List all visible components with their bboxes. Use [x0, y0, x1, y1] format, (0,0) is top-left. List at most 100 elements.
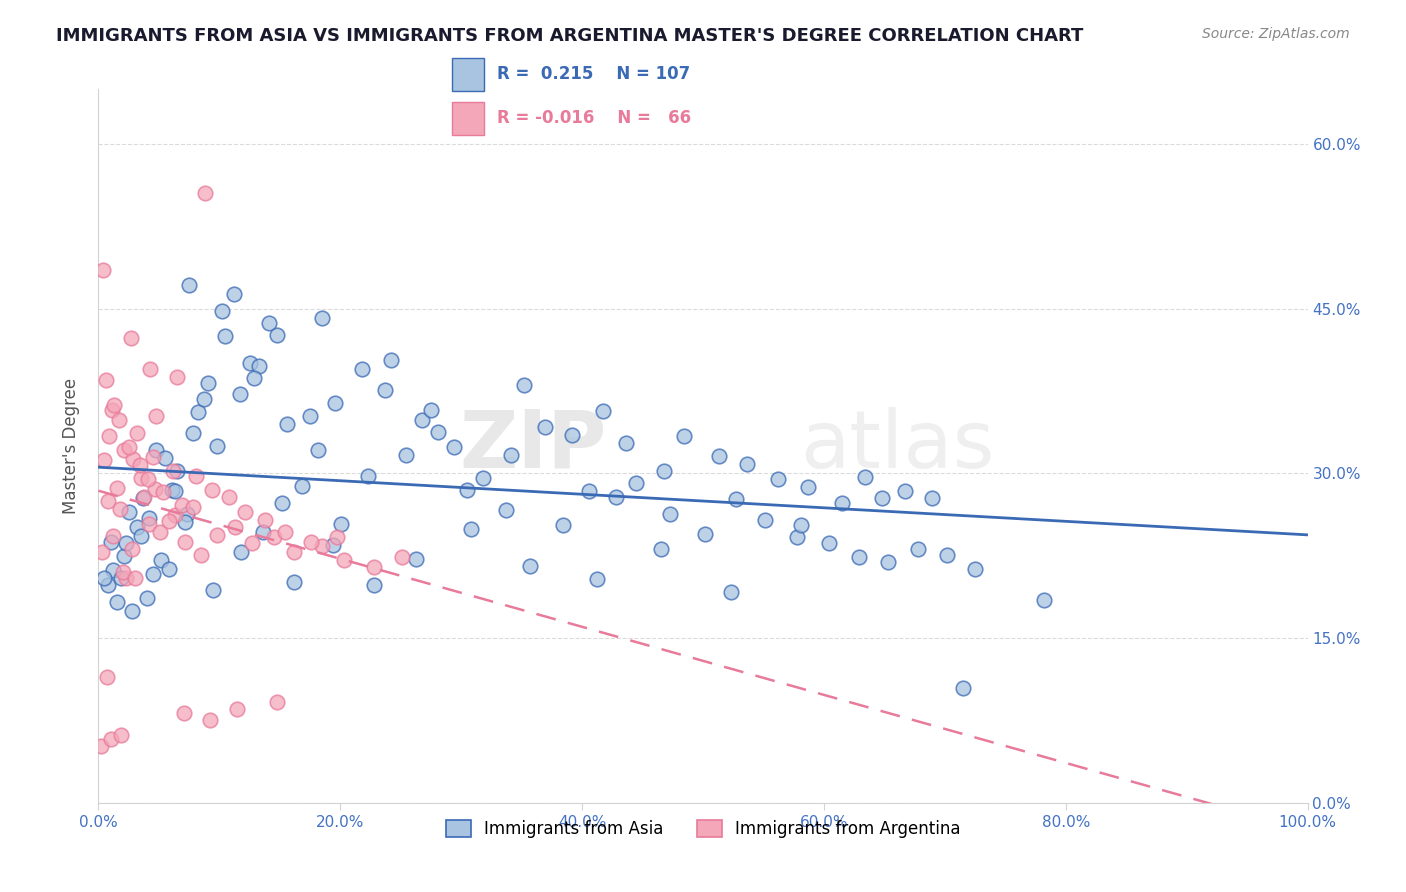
- Point: [311, 310, 333, 325]
- Point: [831, 496, 853, 510]
- Point: [100, 402, 122, 417]
- Point: [138, 511, 160, 525]
- Point: [136, 472, 159, 486]
- Point: [129, 529, 152, 543]
- Point: [848, 549, 870, 564]
- Legend: Immigrants from Asia, Immigrants from Argentina: Immigrants from Asia, Immigrants from Ar…: [439, 813, 967, 845]
- Point: [110, 571, 132, 585]
- Point: [350, 362, 373, 376]
- Point: [163, 508, 186, 523]
- Point: [952, 681, 974, 695]
- Point: [90, 739, 112, 753]
- Point: [197, 376, 219, 391]
- Point: [194, 186, 217, 201]
- Point: [363, 578, 385, 592]
- Point: [513, 377, 536, 392]
- Point: [105, 481, 128, 495]
- Point: [405, 552, 427, 566]
- Point: [786, 530, 808, 544]
- Point: [201, 483, 224, 497]
- Point: [325, 396, 347, 410]
- Point: [561, 428, 583, 442]
- Point: [420, 402, 443, 417]
- Point: [173, 706, 195, 720]
- Point: [276, 417, 298, 431]
- Point: [394, 448, 416, 462]
- Point: [357, 468, 380, 483]
- Point: [118, 505, 141, 519]
- Point: [411, 412, 433, 426]
- Point: [181, 425, 204, 440]
- Point: [707, 449, 730, 463]
- Point: [105, 595, 128, 609]
- Point: [97, 494, 120, 508]
- Point: [170, 498, 193, 512]
- Point: [202, 582, 225, 597]
- Point: [614, 435, 637, 450]
- Point: [111, 566, 134, 580]
- Point: [98, 429, 121, 443]
- Point: [299, 534, 322, 549]
- Point: [179, 277, 201, 292]
- Point: [853, 469, 876, 483]
- Point: [127, 520, 149, 534]
- Point: [499, 448, 522, 462]
- Point: [166, 369, 188, 384]
- Point: [112, 443, 135, 458]
- Point: [115, 571, 138, 585]
- Point: [94, 373, 117, 387]
- Point: [112, 549, 135, 563]
- Point: [735, 457, 758, 471]
- Text: R = -0.016    N =   66: R = -0.016 N = 66: [496, 110, 690, 128]
- Point: [551, 518, 574, 533]
- Point: [921, 491, 943, 505]
- Point: [163, 483, 186, 498]
- Point: [724, 491, 747, 506]
- Text: ZIP: ZIP: [458, 407, 606, 485]
- Point: [605, 490, 627, 504]
- Point: [214, 329, 236, 343]
- Point: [211, 304, 233, 318]
- Point: [100, 732, 122, 747]
- Text: IMMIGRANTS FROM ASIA VS IMMIGRANTS FROM ARGENTINA MASTER'S DEGREE CORRELATION CH: IMMIGRANTS FROM ASIA VS IMMIGRANTS FROM …: [56, 27, 1084, 45]
- Point: [181, 500, 204, 515]
- Point: [122, 452, 145, 467]
- Point: [283, 575, 305, 590]
- Point: [187, 405, 209, 419]
- Point: [93, 571, 115, 585]
- Point: [139, 362, 162, 376]
- Point: [108, 412, 131, 426]
- Point: [626, 476, 648, 491]
- Point: [817, 535, 839, 549]
- Point: [97, 578, 120, 592]
- Point: [93, 453, 115, 467]
- Point: [160, 483, 183, 497]
- Point: [907, 542, 929, 557]
- Point: [142, 567, 165, 582]
- Point: [174, 515, 197, 529]
- Point: [243, 371, 266, 385]
- Point: [391, 549, 413, 564]
- Point: [672, 429, 695, 443]
- Point: [495, 502, 517, 516]
- Point: [650, 542, 672, 557]
- Point: [138, 516, 160, 531]
- Point: [124, 571, 146, 585]
- Point: [290, 478, 312, 492]
- Point: [143, 482, 166, 496]
- Point: [162, 464, 184, 478]
- Point: [790, 518, 813, 533]
- Point: [311, 539, 333, 553]
- Point: [870, 491, 893, 505]
- Text: R =  0.215    N = 107: R = 0.215 N = 107: [496, 65, 690, 83]
- Point: [877, 555, 900, 569]
- Point: [363, 559, 385, 574]
- Point: [103, 398, 125, 412]
- Point: [91, 545, 114, 559]
- Point: [127, 425, 149, 440]
- Point: [965, 562, 987, 576]
- Point: [266, 328, 288, 343]
- Point: [460, 523, 482, 537]
- Point: [936, 548, 959, 562]
- Point: [283, 545, 305, 559]
